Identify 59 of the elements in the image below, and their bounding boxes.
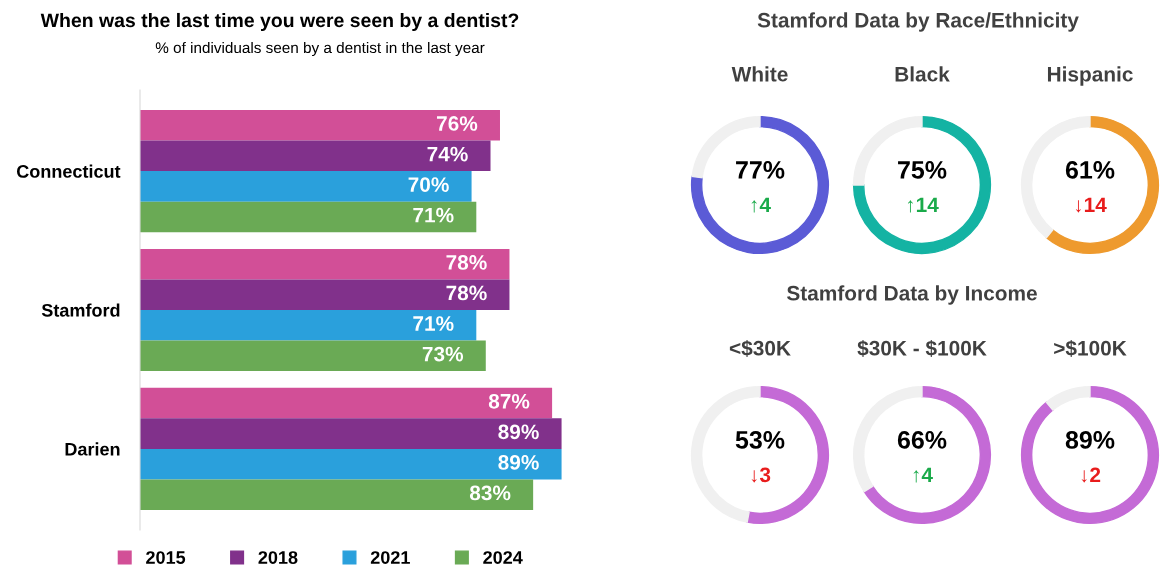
bar [140,340,486,372]
chart-title: >$100K [1054,339,1127,357]
y-tick-label: Stamford [41,303,120,317]
text: ↓3 [751,467,771,483]
data-label: 78% [446,285,487,301]
bar [140,140,491,172]
chart-title: <$30K [729,339,791,357]
donut-slice [1045,385,1091,411]
bar [140,110,500,141]
data-label: 89% [498,424,539,440]
text: 66% [897,431,947,449]
bar [140,248,510,280]
text: 89% [1065,431,1115,449]
y-tick-label: Connecticut [16,164,121,178]
bar [140,418,562,449]
data-label: 87% [488,393,530,409]
text: Stamford Data by Income [787,285,1037,305]
legend-label: 2015 [146,551,186,564]
data-label: 83% [469,485,511,501]
donut-slice [852,115,992,255]
bar [140,448,562,480]
data-label: 73% [422,346,464,362]
bar [140,171,472,202]
donut-slice [1020,385,1160,525]
legend-label: 2021 [370,551,410,564]
text: ↑14 [907,197,939,213]
text: ↓2 [1081,467,1101,483]
chart-title: $30K - $100K [857,339,987,357]
y-tick-label: Darien [65,442,120,456]
data-label: 76% [437,116,478,131]
text: ↑4 [751,197,771,213]
chart-subtitle: % of individuals seen by a dentist in the last year [155,41,485,57]
text: Stamford Data by Race/Ethnicity [757,12,1079,32]
legend-label: 2018 [258,551,298,564]
text: 75% [898,161,947,179]
text: ↑4 [913,467,933,483]
data-label: 71% [413,207,454,223]
chart-title: When was the last time you were seen by a dentist? [40,12,519,32]
text: 61% [1065,161,1115,179]
data-label: 71% [413,316,454,331]
data-label: 70% [408,177,449,192]
bar [140,201,477,233]
chart-title: Hispanic [1047,66,1133,86]
donut-slice [690,115,830,255]
chart-title: Black [895,66,950,82]
data-label: 78% [446,255,487,270]
legend-label: 2024 [483,551,523,564]
text: 77% [736,161,785,179]
donut-slice [863,385,992,525]
data-label: 89% [498,455,539,470]
data-label: 74% [427,146,468,162]
text: 53% [735,431,785,449]
text: ↓14 [1075,197,1107,213]
bar [140,479,534,510]
donut-slice [1045,115,1160,255]
bar [140,279,510,310]
bar [140,387,553,419]
bar [140,310,477,341]
chart-title: White [731,66,788,82]
